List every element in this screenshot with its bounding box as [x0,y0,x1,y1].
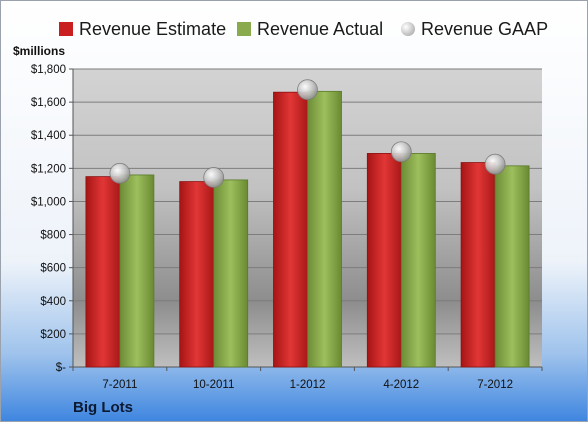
y-tick-label: $1,200 [31,163,66,175]
unit-label: $millions [13,44,66,58]
y-tick-label: $600 [40,263,66,275]
marker-revenue-gaap [297,79,318,101]
x-tick-label: 1-2012 [290,379,326,391]
y-tick-label: $800 [40,230,66,242]
bar-revenue-actual [494,165,530,368]
marker-revenue-gaap [484,153,506,175]
y-tick-label: $1,400 [31,130,66,142]
marker-revenue-gaap [203,167,225,188]
y-tick-label: $400 [40,296,66,308]
bar-revenue-estimate [366,153,402,368]
legend-label: Revenue Actual [257,18,384,39]
legend-swatch-green [237,22,251,36]
legend: Revenue Estimate Revenue Actual Revenue … [1,15,587,43]
bar-revenue-actual [400,153,436,368]
legend-item-revenue-actual: Revenue Actual [237,15,383,43]
legend-swatch-gray-marker [401,22,415,36]
bar-revenue-estimate [460,162,496,368]
legend-item-revenue-estimate: Revenue Estimate [59,15,226,43]
y-tick-label: $200 [40,329,66,341]
company-label: Big Lots [73,399,133,416]
y-tick-label: $1,600 [31,97,66,109]
legend-label: Revenue Estimate [79,18,227,39]
bar-revenue-actual [213,179,249,368]
bar-revenue-estimate [273,91,308,368]
legend-swatch-red [59,22,73,36]
legend-label: Revenue GAAP [421,18,549,39]
bar-revenue-actual [307,90,342,368]
marker-revenue-gaap [390,141,412,163]
bar-revenue-estimate [179,181,215,368]
bar-revenue-estimate [85,176,121,368]
x-tick-label: 10-2011 [193,379,234,391]
marker-revenue-gaap [109,162,131,184]
x-tick-label: 7-2012 [477,379,513,391]
x-tick-label: 4-2012 [383,379,419,391]
bar-revenue-actual [119,174,155,368]
y-tick-label: $1,000 [31,196,66,208]
x-tick-label: 7-2011 [102,379,137,391]
legend-item-revenue-gaap: Revenue GAAP [401,15,548,43]
y-tick-label: $1,800 [31,64,66,76]
y-tick-label: $- [56,362,66,374]
